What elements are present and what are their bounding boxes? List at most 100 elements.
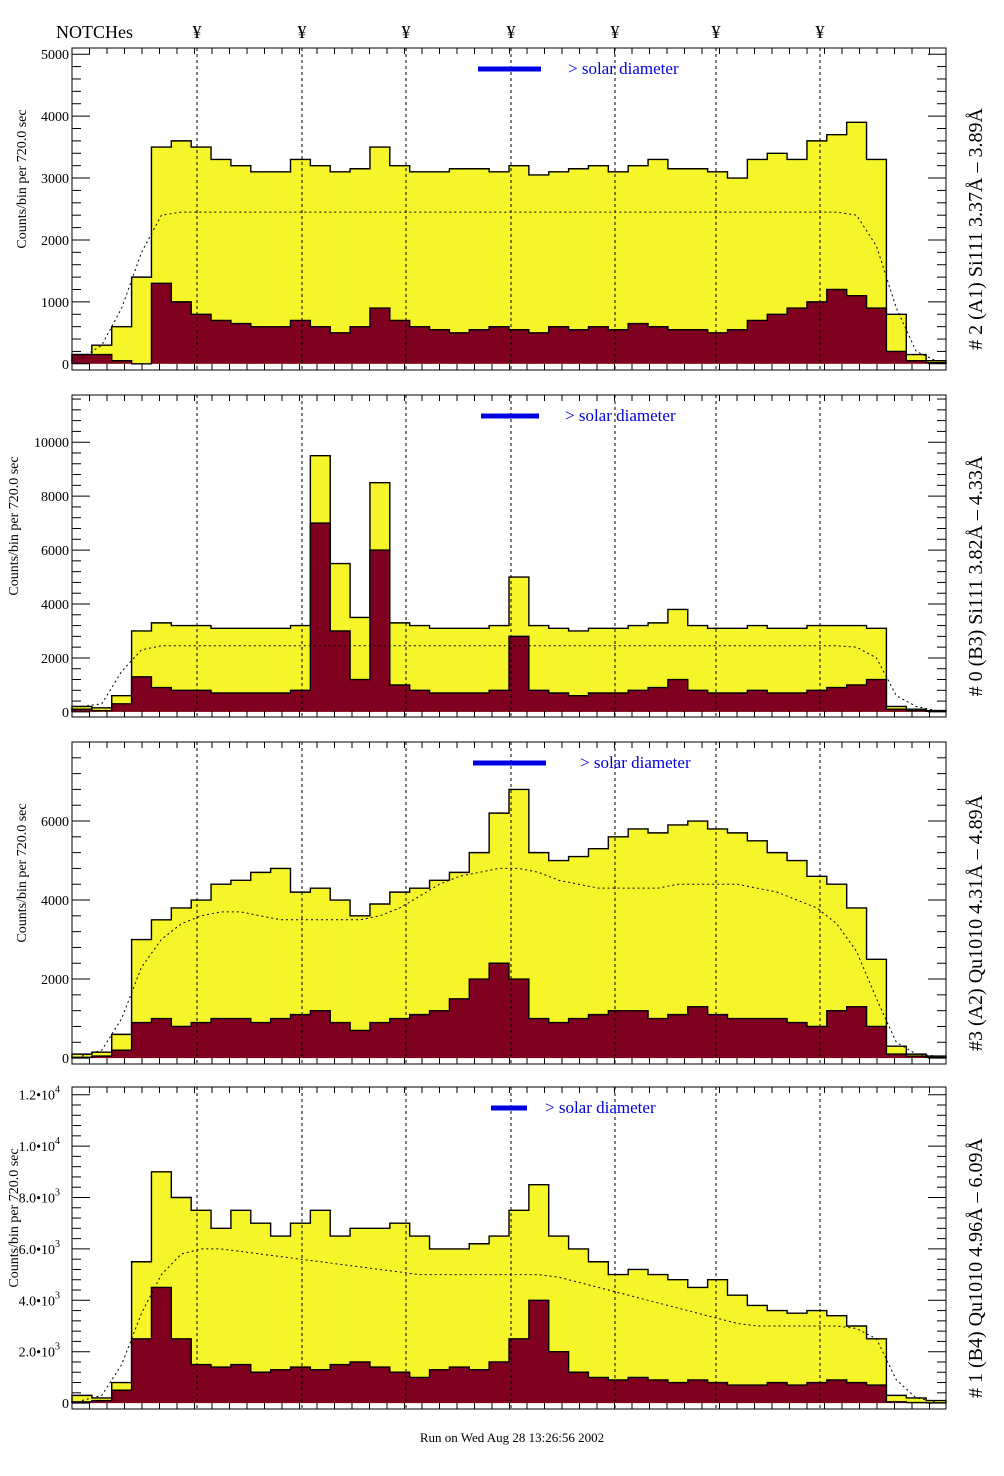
- sub-bin: [131, 1338, 152, 1404]
- total-bin: [667, 824, 689, 1059]
- sub-bin: [509, 636, 530, 712]
- sub-bin: [568, 1018, 589, 1059]
- y-tick-label: 1.0•104: [19, 1136, 60, 1155]
- total-bin: [886, 1395, 907, 1404]
- sub-bin: [528, 1300, 550, 1404]
- total-bin: [469, 1243, 490, 1404]
- sub-bin: [469, 329, 490, 364]
- sub-bin: [687, 1006, 709, 1059]
- sub-bin: [588, 1014, 609, 1059]
- sub-bin: [747, 690, 768, 712]
- total-bin: [648, 1274, 669, 1404]
- notches-label: NOTCHes: [56, 22, 133, 42]
- sub-bin: [389, 320, 411, 364]
- sub-bin: [310, 1369, 331, 1404]
- sub-bin: [369, 1022, 391, 1059]
- sub-bin: [509, 1338, 530, 1404]
- y-tick-exponent: 3: [55, 1290, 60, 1301]
- total-bin: [548, 860, 570, 1059]
- notch-marker-2: ¥: [298, 22, 307, 42]
- sub-bin: [787, 692, 808, 712]
- sub-bin: [350, 1030, 371, 1059]
- sub-bin: [687, 1379, 709, 1404]
- sub-bin: [211, 692, 232, 712]
- solar-diameter-label: > solar diameter: [568, 59, 679, 78]
- sub-bin: [151, 687, 172, 712]
- y-tick-label: 4000: [41, 894, 69, 909]
- total-bin: [787, 860, 808, 1059]
- sub-bin: [886, 709, 907, 712]
- total-bin: [290, 159, 311, 364]
- y-tick-label: 8000: [41, 490, 69, 505]
- notch-marker-1: ¥: [193, 22, 202, 42]
- y-tick-label: 1000: [41, 296, 69, 311]
- sub-bin: [767, 692, 788, 712]
- sub-bin: [151, 1287, 172, 1404]
- sub-bin: [350, 1361, 371, 1404]
- total-bin: [449, 168, 470, 364]
- sub-bin: [747, 1018, 768, 1059]
- total-bin: [330, 171, 351, 364]
- total-bin: [290, 1223, 311, 1404]
- sub-bin: [667, 1382, 689, 1404]
- y-tick-label: 2.0•103: [19, 1342, 60, 1361]
- sub-bin: [290, 1367, 311, 1404]
- y-tick-exponent: 4: [55, 1085, 60, 1096]
- sub-bin: [389, 1018, 411, 1059]
- sub-bin: [270, 1018, 291, 1059]
- total-bin: [687, 821, 709, 1059]
- sub-bin: [250, 1372, 272, 1404]
- sub-bin: [528, 690, 550, 712]
- sub-bin: [330, 332, 351, 364]
- total-bin: [250, 872, 272, 1059]
- total-bin: [588, 165, 609, 364]
- total-bin: [369, 1228, 391, 1404]
- y-tick-label: 1.2•104: [19, 1085, 60, 1104]
- panel-2: 0 2000 4000 6000 8000 10000 Counts/bin per 720…: [7, 394, 987, 721]
- solar-diameter-label: > solar diameter: [565, 406, 676, 425]
- total-bin: [926, 1400, 947, 1404]
- total-bin: [270, 171, 291, 364]
- notch-marker-4: ¥: [507, 22, 516, 42]
- total-bin: [230, 165, 252, 364]
- total-bin: [270, 628, 291, 712]
- total-bin: [330, 1236, 351, 1404]
- sub-histogram-outline: [71, 962, 947, 1059]
- total-bin: [648, 832, 669, 1059]
- sub-bin: [568, 1372, 589, 1404]
- total-bin: [111, 326, 133, 364]
- total-bin: [211, 884, 232, 1059]
- total-bin: [687, 1287, 709, 1404]
- sub-bin: [171, 301, 192, 364]
- total-bin: [250, 628, 272, 712]
- sub-bin: [767, 1018, 788, 1059]
- total-bin: [608, 1274, 629, 1404]
- sub-bin: [469, 979, 490, 1059]
- total-bin: [429, 628, 450, 712]
- total-histogram-outline: [71, 788, 947, 1059]
- sub-bin: [429, 1369, 450, 1404]
- total-bin: [250, 171, 272, 364]
- sub-bin: [469, 1369, 490, 1404]
- sub-bin: [151, 283, 172, 364]
- total-bin: [588, 628, 609, 712]
- sub-bin: [528, 1018, 550, 1059]
- total-bin: [767, 628, 788, 712]
- y-tick-mantissa: 2.0•10: [19, 1346, 55, 1361]
- total-bin: [389, 165, 411, 364]
- sub-bin: [72, 354, 93, 364]
- total-bin: [806, 1310, 828, 1404]
- total-bin: [310, 165, 331, 364]
- total-bin: [369, 903, 391, 1059]
- sub-bin: [489, 1361, 510, 1404]
- sub-bin: [389, 1372, 411, 1404]
- total-bin: [588, 1261, 609, 1404]
- sub-bin: [767, 1382, 788, 1404]
- total-bin: [270, 868, 291, 1059]
- sub-bin: [846, 684, 868, 712]
- sub-bin: [628, 1377, 649, 1404]
- sub-bin: [230, 692, 252, 712]
- sub-histogram-outline: [71, 1286, 947, 1404]
- total-bin: [310, 1210, 331, 1404]
